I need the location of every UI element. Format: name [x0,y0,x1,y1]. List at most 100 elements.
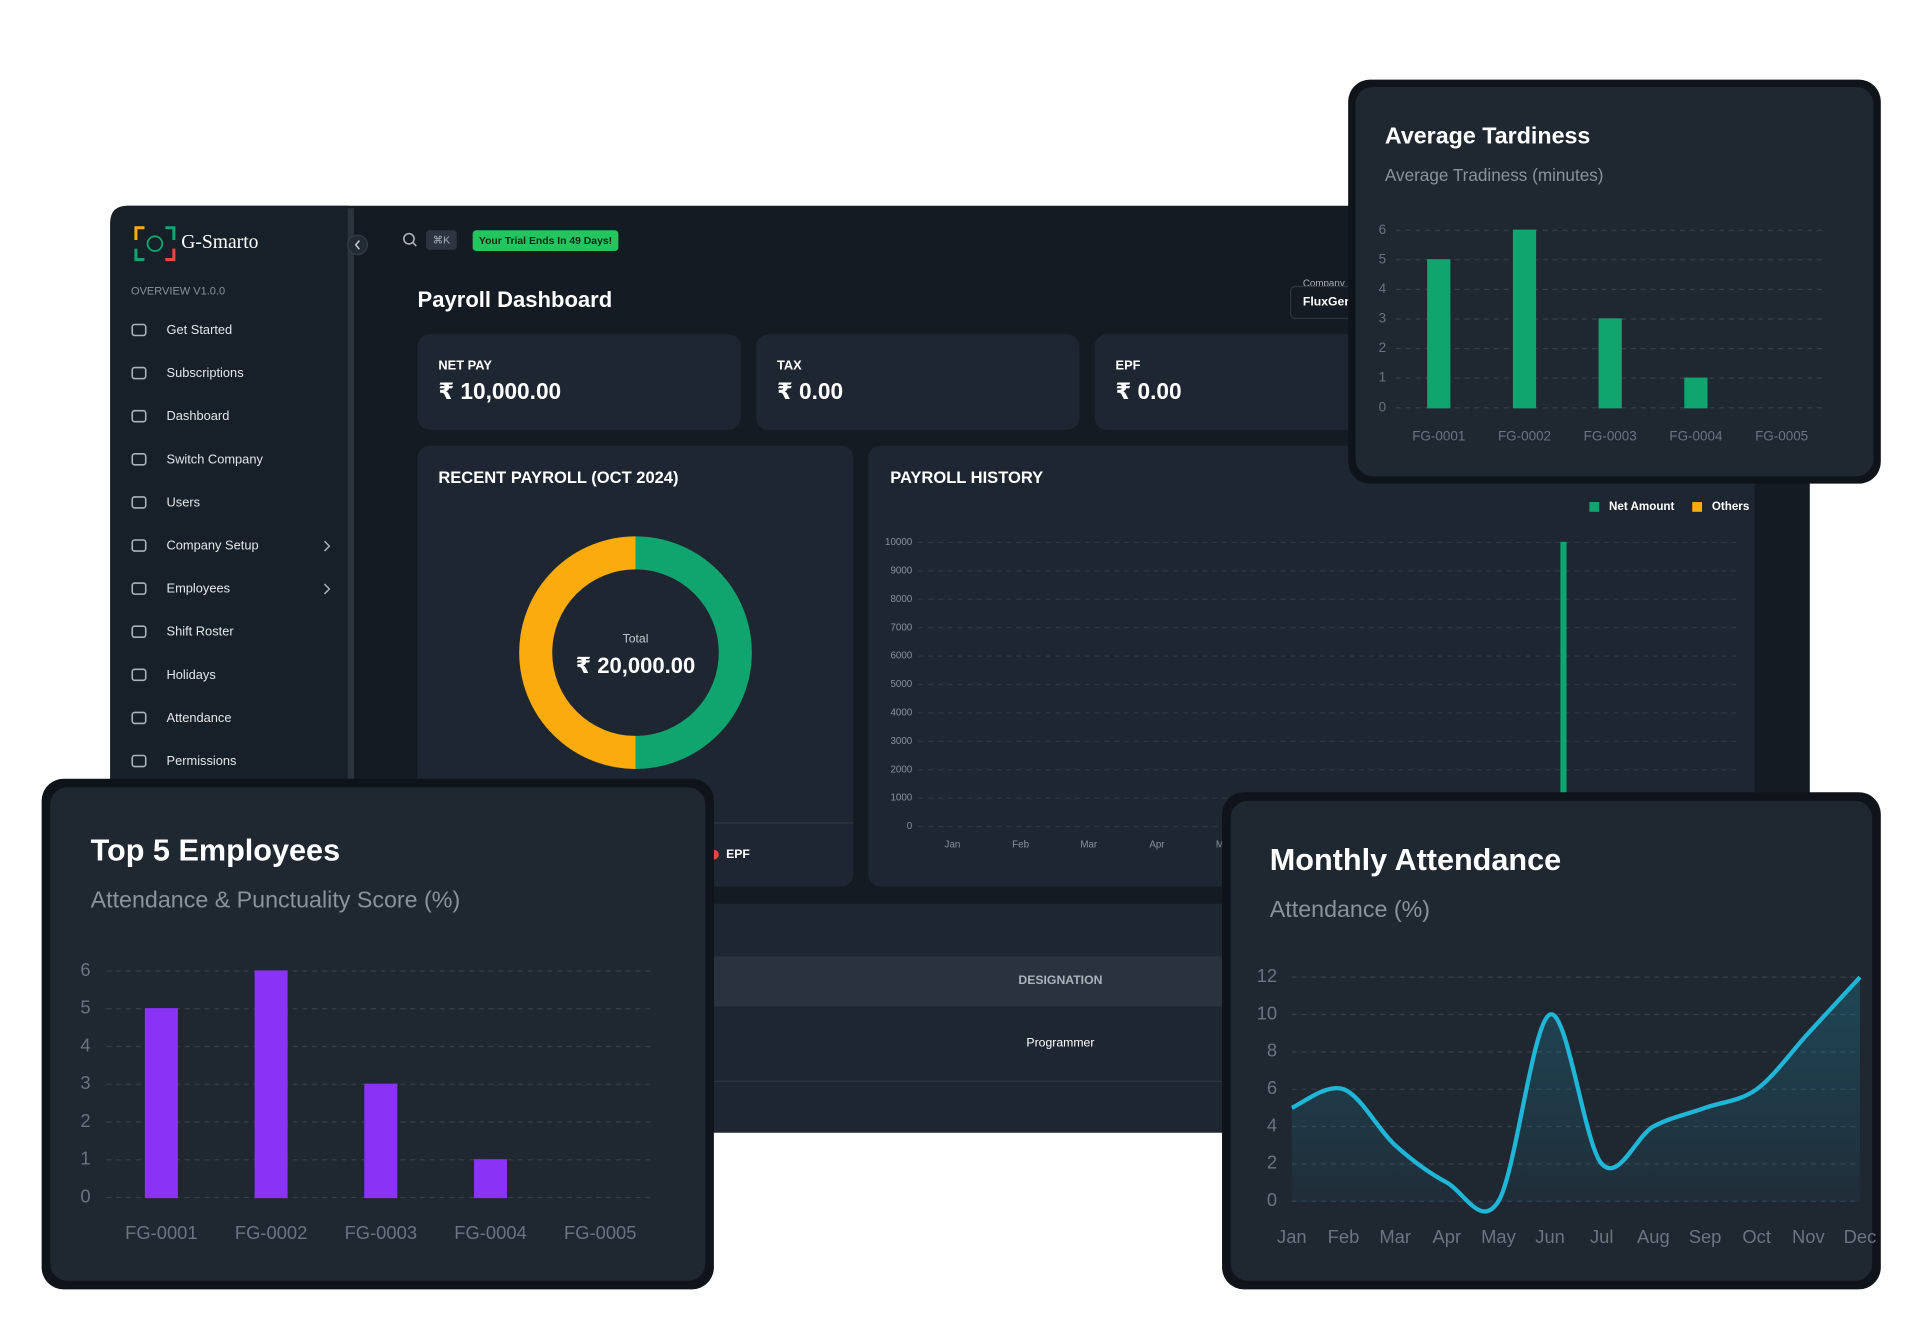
logo-icon [134,226,176,262]
y-tick-label: 0 [907,821,913,832]
stat-card [1094,334,1418,430]
company-label: Company [1303,279,1345,290]
y-tick-label: 1 [1379,370,1386,385]
x-tick-label: FG-0002 [1498,429,1551,444]
stat-card [756,334,1080,430]
x-tick-label: Jan [1277,1226,1307,1247]
bar [1598,318,1622,409]
area-chart: 0 2 4 6 8 10 12 Jan Feb Mar Apr May Jun Jul Aug Sep Oct N… [1257,965,1877,1247]
menu-item: Users [167,494,201,509]
x-tick-label: Feb [1328,1226,1360,1247]
menu-item: Subscriptions [167,365,244,380]
menu-item: Attendance [167,710,232,725]
menu-icon [131,453,147,466]
chart-title: Monthly Attendance [1270,843,1561,877]
menu-item: Shift Roster [167,624,235,639]
page-title: Payroll Dashboard [418,287,613,312]
y-tick-label: 4 [1379,281,1387,296]
logo-text: G-Smarto [181,232,258,253]
y-tick-label: 5 [1379,251,1386,266]
donut-segment [635,536,752,769]
bar [1512,229,1537,409]
legend-swatch [1589,502,1600,512]
x-tick-label: FG-0003 [1584,429,1637,444]
y-tick-label: 3000 [890,736,912,747]
y-tick-label: 3 [80,1072,90,1093]
y-tick-label: 12 [1257,965,1277,986]
line [1290,975,1862,1214]
menu-item: Dashboard [167,408,230,423]
bar [1560,541,1567,828]
table-header-cell: DESIGNATION [1018,973,1102,987]
area [1291,977,1860,1212]
y-tick-label: 0 [1379,399,1386,414]
shortcut-badge [426,230,457,250]
x-tick-label: Sep [1689,1226,1722,1247]
menu-icon [131,496,147,509]
top5-card: Top 5 Employees Attendance & Punctuality… [41,778,714,1290]
trial-badge [472,230,619,252]
legend-swatch [1692,502,1703,512]
stat-value: ₹ 10,000.00 [438,378,561,404]
x-tick-label: Jun [1535,1226,1565,1247]
collapse-button[interactable] [347,234,368,256]
stat-cards: NET PAY ₹ 10,000.00 TAX ₹ 0.00 EPF ₹ 0.00 [417,334,1418,430]
x-tick-label: May [1481,1226,1517,1247]
card [417,445,854,887]
menu-icon [131,625,147,639]
x-tick-label: FG-0004 [1669,429,1723,444]
stat-value: ₹ 0.00 [777,378,843,404]
y-tick-label: 2 [1267,1152,1277,1173]
y-tick-label: 6 [1379,222,1386,237]
company-value: FluxGen [1303,295,1352,309]
x-tick-label: Dec [1844,1226,1877,1247]
chart-title: Top 5 Employees [91,833,340,867]
donut-total: ₹ 20,000.00 [576,653,695,678]
stat-label: NET PAY [438,358,492,373]
y-tick-label: 9000 [890,565,912,576]
table-cell: Programmer [1026,1035,1094,1049]
x-tick-label: FG-0003 [345,1222,417,1243]
bar [364,1083,398,1199]
menu-item: Company Setup [167,538,259,553]
x-tick-label: Jul [1590,1226,1613,1247]
bar-chart: 0 1 2 3 4 5 6 FG-0001 FG-0002 FG-0003 FG-0004 FG-00… [1379,222,1825,444]
y-tick-label: 8 [1267,1040,1277,1061]
search-icon[interactable] [403,232,415,245]
x-tick-label: FG-0002 [235,1222,307,1243]
card-bg [50,787,706,1281]
y-tick-label: 5 [80,997,90,1018]
x-tick-label: Apr [1149,839,1165,850]
y-tick-label: 7000 [890,622,912,633]
x-tick-label: FG-0001 [125,1222,197,1243]
donut-segment [519,536,636,769]
y-tick-label: 6 [80,959,90,980]
menu-icon [131,323,147,337]
x-tick-label: FG-0001 [1412,429,1465,444]
x-tick-label: Feb [1012,839,1029,850]
x-tick-label: Mar [1379,1226,1411,1247]
y-tick-label: 6 [1267,1077,1277,1098]
chart-title: RECENT PAYROLL (OCT 2024) [438,468,678,487]
y-tick-label: 0 [1267,1189,1277,1210]
y-tick-label: 4 [1267,1114,1277,1135]
legend-label: EPF [726,847,750,861]
donut-caption: Total [623,631,649,645]
stat-label: TAX [777,358,802,373]
y-tick-label: 0 [80,1185,90,1206]
menu-item: Switch Company [167,451,264,466]
attendance-card: Monthly Attendance Attendance (%) 0 2 4 6 8 1… [1222,792,1881,1290]
y-tick-label: 4 [80,1034,90,1055]
y-tick-label: 2 [80,1110,90,1131]
menu-item: Permissions [167,753,237,768]
bar [1427,259,1451,409]
bar [1684,377,1708,409]
x-tick-label: Nov [1792,1226,1825,1247]
y-tick-label: 1 [80,1148,90,1169]
bar [254,970,288,1199]
chart-title: Average Tardiness [1385,122,1590,148]
sidebar-scrollbar [347,208,354,784]
y-tick-label: 10 [1257,1002,1277,1023]
